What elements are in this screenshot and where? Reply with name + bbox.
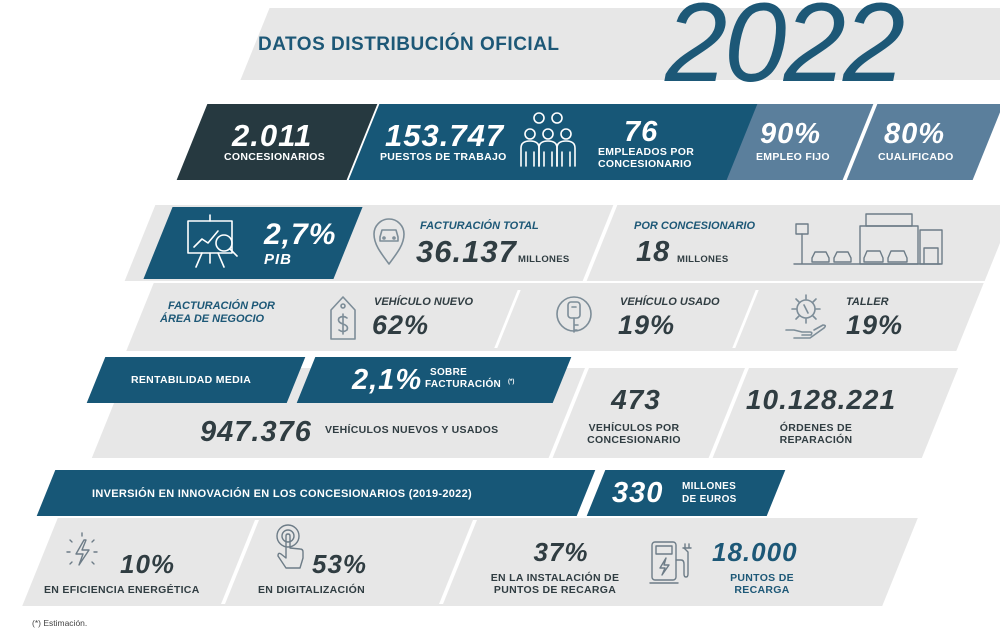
per-dealer-value: 18 — [636, 236, 671, 268]
digital-label: EN DIGITALIZACIÓN — [258, 584, 365, 596]
gdp-value: 2,7% — [264, 218, 337, 251]
employees-value: 76 — [624, 116, 659, 148]
employees-label-2: CONCESIONARIO — [598, 158, 692, 170]
revenue-label: FACTURACIÓN TOTAL — [420, 220, 539, 232]
page-title: DATOS DISTRIBUCIÓN OFICIAL — [258, 34, 560, 55]
business-area-title-1: FACTURACIÓN POR — [168, 300, 275, 312]
repair-orders-label-2: REPARACIÓN — [779, 434, 853, 446]
charging-value: 37% — [533, 537, 589, 567]
profitability-note-1: SOBRE — [430, 367, 468, 378]
profitability-label: RENTABILIDAD MEDIA — [131, 374, 252, 386]
vehicles-value: 947.376 — [200, 416, 312, 448]
charging-label-2: PUNTOS DE RECARGA — [493, 584, 617, 596]
used-vehicle-label: VEHÍCULO USADO — [620, 296, 720, 308]
new-vehicle-value: 62% — [372, 310, 430, 340]
revenue-unit: MILLONES — [518, 254, 570, 265]
investment-value: 330 — [612, 477, 664, 509]
gear-hand-icon — [785, 294, 827, 339]
vehicles-label: VEHÍCULOS NUEVOS Y USADOS — [325, 424, 499, 436]
price-tag-icon — [330, 296, 356, 340]
year-label: 2022 — [665, 0, 905, 105]
charging-label-1: EN LA INSTALACIÓN DE — [490, 572, 620, 584]
per-dealer-vehicles-label-2: CONCESIONARIO — [587, 434, 681, 446]
qualified-label: CUALIFICADO — [878, 151, 954, 163]
profitability-note-2: FACTURACIÓN — [425, 379, 502, 390]
charge-points-value: 18.000 — [712, 537, 798, 567]
charge-points-label-2: RECARGA — [734, 584, 790, 596]
used-vehicle-value: 19% — [618, 310, 676, 340]
workshop-value: 19% — [846, 310, 904, 340]
investment-label: INVERSIÓN EN INNOVACIÓN EN LOS CONCESION… — [92, 488, 472, 500]
footnote: (*) Estimación. — [32, 618, 88, 628]
profitability-mark: (*) — [508, 379, 515, 385]
presentation-chart-icon — [187, 214, 238, 268]
repair-orders-label-1: ÓRDENES DE — [779, 422, 853, 434]
dealers-label: CONCESIONARIOS — [224, 151, 326, 163]
workshop-label: TALLER — [846, 296, 889, 308]
charging-station-icon — [649, 541, 692, 584]
digital-value: 53% — [312, 549, 368, 579]
investment-unit-2: DE EUROS — [682, 494, 737, 505]
repair-orders-value: 10.128.221 — [745, 384, 897, 415]
investment-unit-1: MILLONES — [682, 481, 737, 492]
people-group-icon — [520, 112, 576, 167]
per-dealer-label: POR CONCESIONARIO — [634, 220, 756, 232]
new-vehicle-label: VEHÍCULO NUEVO — [374, 296, 474, 308]
fixed-employment-label: EMPLEO FIJO — [756, 151, 830, 163]
per-dealer-unit: MILLONES — [677, 254, 729, 265]
fixed-employment-value: 90% — [760, 118, 822, 150]
dealers-value: 2.011 — [232, 118, 313, 153]
touch-hand-icon — [276, 524, 304, 569]
employees-label-1: EMPLEADOS POR — [598, 146, 695, 158]
car-key-icon — [556, 296, 592, 333]
qualified-value: 80% — [884, 118, 946, 150]
per-dealer-vehicles-label-1: VEHÍCULOS POR — [588, 422, 680, 434]
car-location-icon — [373, 218, 405, 265]
efficiency-value: 10% — [120, 549, 176, 579]
profitability-value: 2,1% — [352, 364, 423, 396]
jobs-label: PUESTOS DE TRABAJO — [380, 151, 507, 163]
dealership-building-icon — [793, 213, 943, 265]
jobs-value: 153.747 — [385, 118, 505, 153]
charge-points-label-1: PUNTOS DE — [730, 572, 794, 584]
efficiency-label: EN EFICIENCIA ENERGÉTICA — [44, 584, 200, 596]
revenue-value: 36.137 — [416, 234, 517, 269]
per-dealer-vehicles-value: 473 — [611, 384, 661, 415]
energy-bolt-icon — [66, 532, 98, 566]
business-area-title-2: ÁREA DE NEGOCIO — [160, 313, 265, 325]
gdp-label: PIB — [264, 251, 293, 268]
